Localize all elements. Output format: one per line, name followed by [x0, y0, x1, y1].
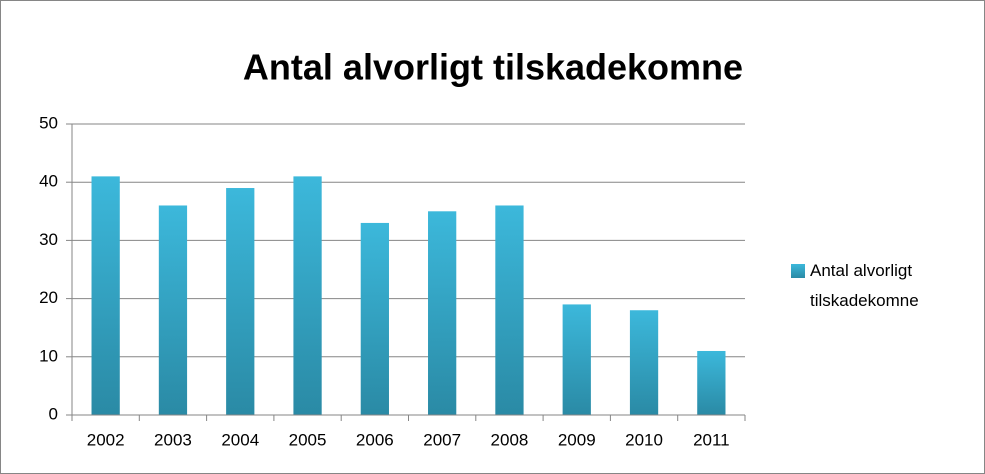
bar: [158, 205, 188, 415]
x-tick-label: 2008: [491, 430, 529, 449]
x-tick-label: 2006: [356, 430, 394, 449]
y-tick-label: 40: [39, 172, 58, 191]
bar: [697, 350, 726, 415]
legend-label: Antal alvorligt tilskadekomne: [810, 261, 919, 310]
bar: [562, 304, 591, 415]
y-tick-label: 30: [39, 230, 58, 249]
y-tick-label: 0: [49, 404, 58, 423]
chart-title: Antal alvorligt tilskadekomne: [243, 47, 743, 88]
x-tick-label: 2010: [625, 430, 663, 449]
y-tick-label: 20: [39, 288, 58, 307]
legend-swatch: [791, 264, 805, 278]
bar: [629, 310, 659, 415]
bar: [91, 176, 120, 415]
bar: [293, 176, 322, 415]
bar: [360, 222, 389, 415]
x-tick-label: 2003: [154, 430, 192, 449]
bar: [428, 211, 457, 415]
y-tick-label: 10: [39, 346, 58, 365]
bar: [226, 188, 255, 415]
x-tick-label: 2005: [289, 430, 327, 449]
bar: [495, 205, 524, 415]
x-tick-label: 2009: [558, 430, 596, 449]
x-tick-label: 2011: [693, 430, 730, 449]
x-tick-label: 2004: [221, 430, 259, 449]
y-tick-label: 50: [39, 113, 58, 132]
x-tick-label: 2007: [423, 430, 461, 449]
x-tick-label: 2002: [87, 430, 125, 449]
